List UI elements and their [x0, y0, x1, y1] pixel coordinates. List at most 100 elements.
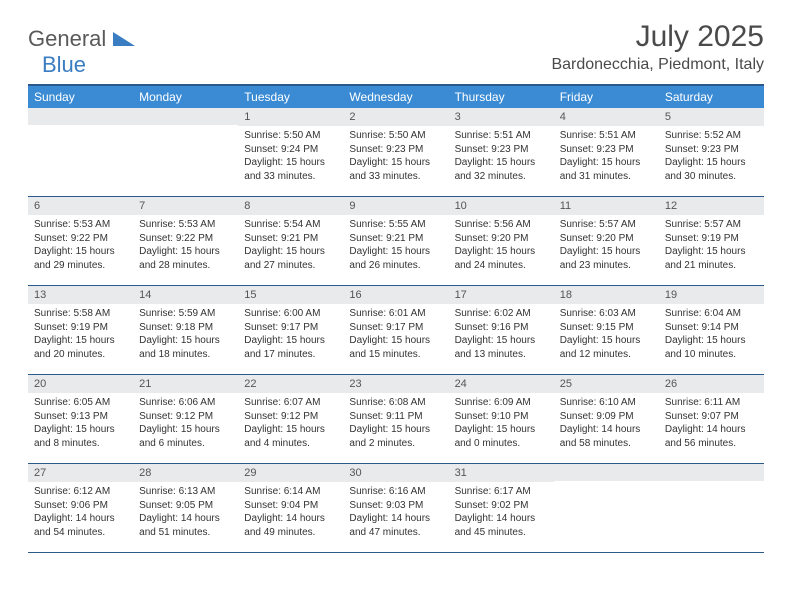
calendar-week-row: 13Sunrise: 5:58 AMSunset: 9:19 PMDayligh…: [28, 286, 764, 375]
calendar-day-cell: 19Sunrise: 6:04 AMSunset: 9:14 PMDayligh…: [659, 286, 764, 375]
day-content: Sunrise: 6:12 AMSunset: 9:06 PMDaylight:…: [28, 482, 133, 545]
sunrise-text: Sunrise: 6:06 AM: [139, 396, 232, 410]
day-content: Sunrise: 6:01 AMSunset: 9:17 PMDaylight:…: [343, 304, 448, 367]
daylight-text: Daylight: 15 hours and 28 minutes.: [139, 245, 232, 272]
calendar-day-cell: 4Sunrise: 5:51 AMSunset: 9:23 PMDaylight…: [554, 108, 659, 197]
daylight-text: Daylight: 15 hours and 26 minutes.: [349, 245, 442, 272]
sunset-text: Sunset: 9:22 PM: [139, 232, 232, 246]
calendar-day-cell: 10Sunrise: 5:56 AMSunset: 9:20 PMDayligh…: [449, 197, 554, 286]
weekday-header-row: Sunday Monday Tuesday Wednesday Thursday…: [28, 85, 764, 108]
daylight-text: Daylight: 15 hours and 15 minutes.: [349, 334, 442, 361]
calendar-day-cell: 28Sunrise: 6:13 AMSunset: 9:05 PMDayligh…: [133, 464, 238, 553]
day-content: Sunrise: 5:55 AMSunset: 9:21 PMDaylight:…: [343, 215, 448, 278]
day-content: Sunrise: 6:10 AMSunset: 9:09 PMDaylight:…: [554, 393, 659, 456]
day-number: 22: [238, 375, 343, 393]
daylight-text: Daylight: 14 hours and 56 minutes.: [665, 423, 758, 450]
calendar-week-row: 6Sunrise: 5:53 AMSunset: 9:22 PMDaylight…: [28, 197, 764, 286]
day-number: 28: [133, 464, 238, 482]
calendar-day-cell: 30Sunrise: 6:16 AMSunset: 9:03 PMDayligh…: [343, 464, 448, 553]
sunrise-text: Sunrise: 6:16 AM: [349, 485, 442, 499]
sunrise-text: Sunrise: 5:57 AM: [560, 218, 653, 232]
day-content: Sunrise: 5:57 AMSunset: 9:19 PMDaylight:…: [659, 215, 764, 278]
sunset-text: Sunset: 9:07 PM: [665, 410, 758, 424]
day-content: Sunrise: 5:50 AMSunset: 9:24 PMDaylight:…: [238, 126, 343, 189]
sunrise-text: Sunrise: 6:12 AM: [34, 485, 127, 499]
daylight-text: Daylight: 15 hours and 12 minutes.: [560, 334, 653, 361]
sunset-text: Sunset: 9:03 PM: [349, 499, 442, 513]
location-text: Bardonecchia, Piedmont, Italy: [551, 56, 764, 74]
header: General Blue July 2025 Bardonecchia, Pie…: [28, 20, 764, 78]
sunrise-text: Sunrise: 5:58 AM: [34, 307, 127, 321]
weekday-header: Monday: [133, 85, 238, 108]
calendar-week-row: 27Sunrise: 6:12 AMSunset: 9:06 PMDayligh…: [28, 464, 764, 553]
sunset-text: Sunset: 9:17 PM: [349, 321, 442, 335]
calendar-day-cell: 31Sunrise: 6:17 AMSunset: 9:02 PMDayligh…: [449, 464, 554, 553]
calendar-day-cell: 21Sunrise: 6:06 AMSunset: 9:12 PMDayligh…: [133, 375, 238, 464]
daylight-text: Daylight: 15 hours and 21 minutes.: [665, 245, 758, 272]
daylight-text: Daylight: 14 hours and 49 minutes.: [244, 512, 337, 539]
calendar-day-cell: 9Sunrise: 5:55 AMSunset: 9:21 PMDaylight…: [343, 197, 448, 286]
calendar-day-cell: 14Sunrise: 5:59 AMSunset: 9:18 PMDayligh…: [133, 286, 238, 375]
daylight-text: Daylight: 15 hours and 32 minutes.: [455, 156, 548, 183]
sunrise-text: Sunrise: 5:55 AM: [349, 218, 442, 232]
day-content: Sunrise: 6:13 AMSunset: 9:05 PMDaylight:…: [133, 482, 238, 545]
daylight-text: Daylight: 15 hours and 17 minutes.: [244, 334, 337, 361]
day-number: 7: [133, 197, 238, 215]
day-content: Sunrise: 6:14 AMSunset: 9:04 PMDaylight:…: [238, 482, 343, 545]
day-content: Sunrise: 6:03 AMSunset: 9:15 PMDaylight:…: [554, 304, 659, 367]
sunrise-text: Sunrise: 6:10 AM: [560, 396, 653, 410]
sunset-text: Sunset: 9:16 PM: [455, 321, 548, 335]
day-number: [28, 108, 133, 125]
sunrise-text: Sunrise: 6:01 AM: [349, 307, 442, 321]
sunset-text: Sunset: 9:19 PM: [34, 321, 127, 335]
day-number: 11: [554, 197, 659, 215]
day-content: Sunrise: 6:08 AMSunset: 9:11 PMDaylight:…: [343, 393, 448, 456]
sunrise-text: Sunrise: 5:53 AM: [139, 218, 232, 232]
sunset-text: Sunset: 9:19 PM: [665, 232, 758, 246]
sunrise-text: Sunrise: 5:51 AM: [455, 129, 548, 143]
calendar-day-cell: 26Sunrise: 6:11 AMSunset: 9:07 PMDayligh…: [659, 375, 764, 464]
day-number: [133, 108, 238, 125]
calendar-day-cell: 16Sunrise: 6:01 AMSunset: 9:17 PMDayligh…: [343, 286, 448, 375]
daylight-text: Daylight: 15 hours and 23 minutes.: [560, 245, 653, 272]
day-number: 18: [554, 286, 659, 304]
sunrise-text: Sunrise: 6:04 AM: [665, 307, 758, 321]
sunset-text: Sunset: 9:13 PM: [34, 410, 127, 424]
sunrise-text: Sunrise: 5:50 AM: [244, 129, 337, 143]
sunrise-text: Sunrise: 6:05 AM: [34, 396, 127, 410]
day-content: Sunrise: 6:09 AMSunset: 9:10 PMDaylight:…: [449, 393, 554, 456]
page-title: July 2025: [551, 20, 764, 54]
day-number: 12: [659, 197, 764, 215]
logo-triangle-icon: [113, 32, 135, 46]
daylight-text: Daylight: 15 hours and 10 minutes.: [665, 334, 758, 361]
day-number: [554, 464, 659, 481]
daylight-text: Daylight: 15 hours and 31 minutes.: [560, 156, 653, 183]
sunset-text: Sunset: 9:21 PM: [244, 232, 337, 246]
day-number: 27: [28, 464, 133, 482]
day-number: 31: [449, 464, 554, 482]
calendar-day-cell: 18Sunrise: 6:03 AMSunset: 9:15 PMDayligh…: [554, 286, 659, 375]
sunrise-text: Sunrise: 5:52 AM: [665, 129, 758, 143]
sunset-text: Sunset: 9:12 PM: [139, 410, 232, 424]
day-number: 14: [133, 286, 238, 304]
sunset-text: Sunset: 9:20 PM: [455, 232, 548, 246]
daylight-text: Daylight: 15 hours and 33 minutes.: [349, 156, 442, 183]
logo-text-part2: Blue: [42, 52, 86, 77]
sunrise-text: Sunrise: 6:13 AM: [139, 485, 232, 499]
sunset-text: Sunset: 9:18 PM: [139, 321, 232, 335]
sunrise-text: Sunrise: 6:02 AM: [455, 307, 548, 321]
logo: General Blue: [28, 26, 135, 78]
day-content: Sunrise: 6:02 AMSunset: 9:16 PMDaylight:…: [449, 304, 554, 367]
sunset-text: Sunset: 9:21 PM: [349, 232, 442, 246]
sunrise-text: Sunrise: 6:08 AM: [349, 396, 442, 410]
calendar-day-cell: 6Sunrise: 5:53 AMSunset: 9:22 PMDaylight…: [28, 197, 133, 286]
day-number: 10: [449, 197, 554, 215]
sunrise-text: Sunrise: 5:57 AM: [665, 218, 758, 232]
day-number: 9: [343, 197, 448, 215]
day-number: 20: [28, 375, 133, 393]
day-number: 23: [343, 375, 448, 393]
day-number: 3: [449, 108, 554, 126]
calendar-table: Sunday Monday Tuesday Wednesday Thursday…: [28, 84, 764, 553]
calendar-day-cell: 5Sunrise: 5:52 AMSunset: 9:23 PMDaylight…: [659, 108, 764, 197]
daylight-text: Daylight: 15 hours and 0 minutes.: [455, 423, 548, 450]
